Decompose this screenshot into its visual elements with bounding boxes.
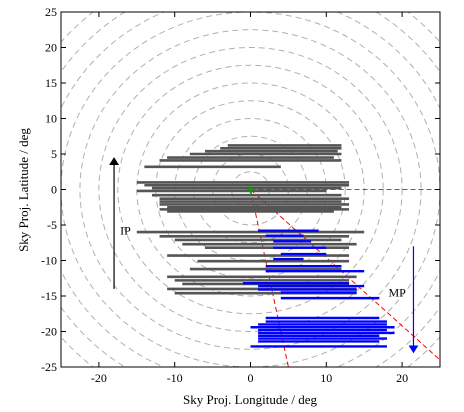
x-tick-label: 20 xyxy=(396,371,408,385)
x-tick-label: -10 xyxy=(167,371,183,385)
reference-line xyxy=(250,189,440,361)
annotation-label: IP xyxy=(120,224,131,238)
data-segments xyxy=(136,144,395,348)
reference-lines xyxy=(250,189,440,367)
axis-ticks: -20 -10 0 10 20 -25 -20 -15 -10 -5 0 5 10 15 20 25 xyxy=(41,5,440,385)
x-tick-label: 0 xyxy=(248,371,254,385)
y-tick-label: -25 xyxy=(41,360,57,374)
y-tick-label: 10 xyxy=(45,112,57,126)
annotation-label: MP xyxy=(388,285,406,299)
x-axis-label: Sky Proj. Longitude / deg xyxy=(183,392,317,407)
y-tick-label: 20 xyxy=(45,41,57,55)
grid-circle xyxy=(155,100,346,279)
reference-line xyxy=(250,189,289,367)
annotations: IP MP xyxy=(109,157,419,354)
x-tick-label: 10 xyxy=(320,371,332,385)
y-tick-label: 15 xyxy=(45,76,57,90)
y-tick-label: -20 xyxy=(41,325,57,339)
y-tick-label: 5 xyxy=(51,147,57,161)
origin-marker xyxy=(246,185,255,194)
y-tick-label: -15 xyxy=(41,289,57,303)
y-tick-label: -5 xyxy=(47,218,57,232)
y-tick-label: 0 xyxy=(51,183,57,197)
grid-circle xyxy=(98,47,403,332)
y-tick-label: -10 xyxy=(41,254,57,268)
x-tick-label: -20 xyxy=(91,371,107,385)
y-axis-label: Sky Proj. Latitude / deg xyxy=(16,128,31,252)
y-tick-label: 25 xyxy=(45,5,57,19)
